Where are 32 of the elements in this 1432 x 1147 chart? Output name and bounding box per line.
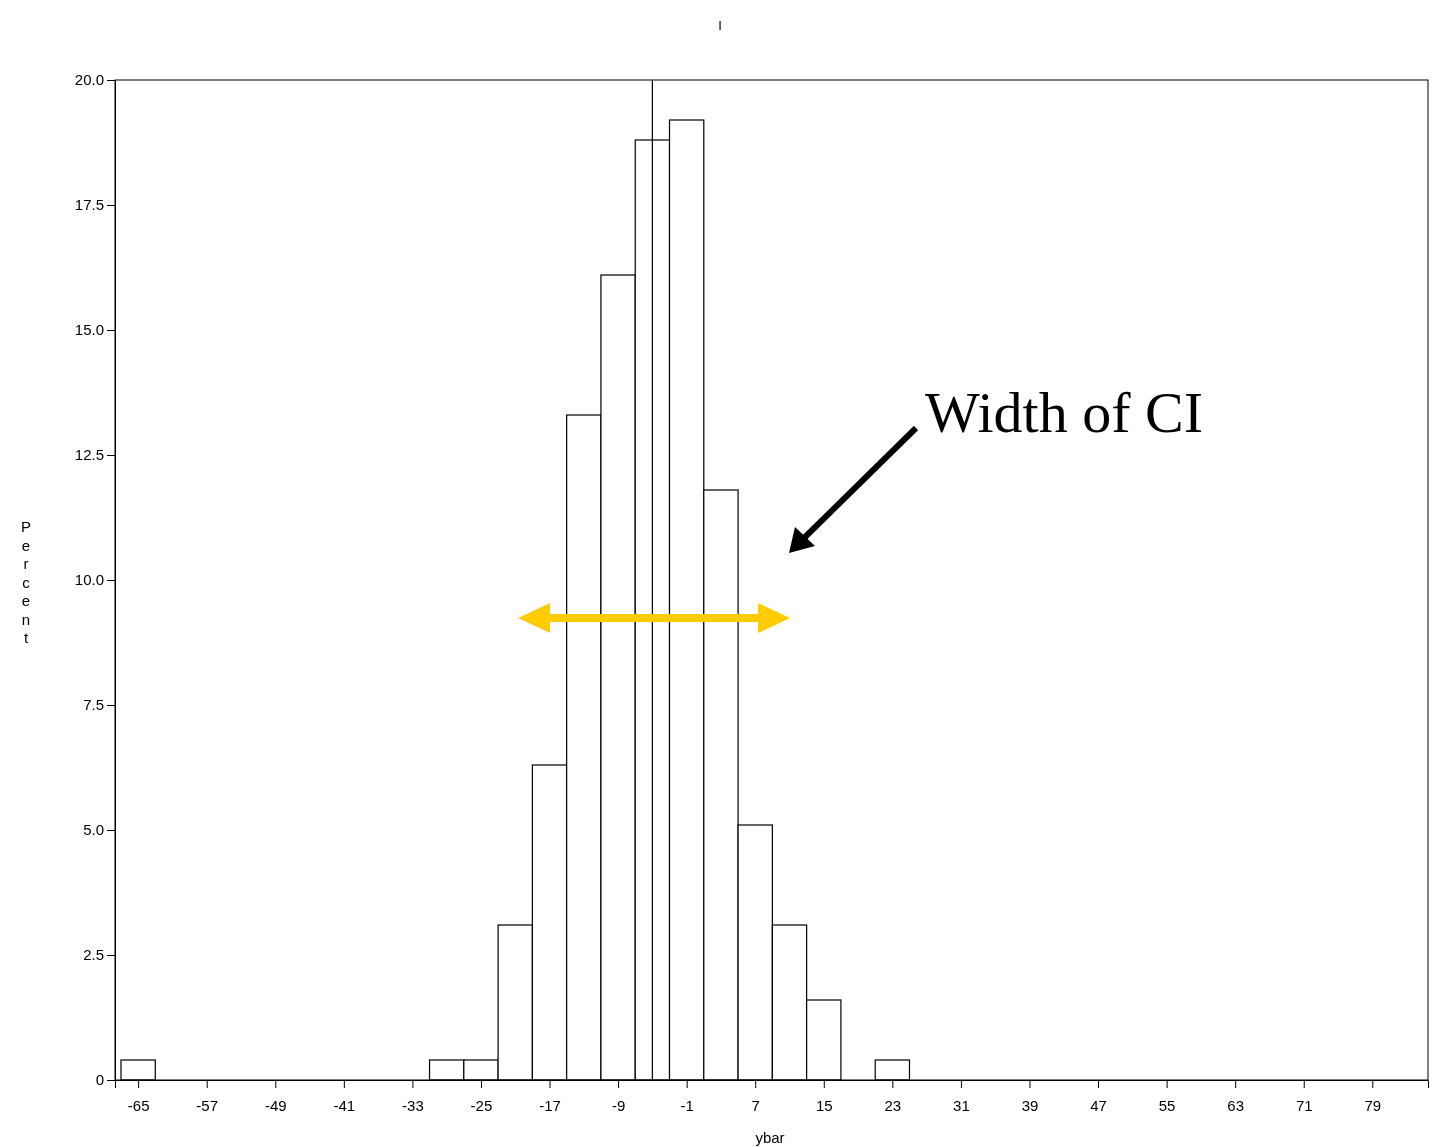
x-tick-label: -49	[264, 1096, 287, 1114]
x-tick-label: 31	[953, 1096, 970, 1114]
x-axis-title: ybar	[755, 1129, 785, 1146]
x-tick-label: -25	[470, 1096, 493, 1114]
x-tick-label: -1	[680, 1096, 694, 1114]
y-tick-label: 5.0	[83, 821, 104, 839]
x-tick-label: 71	[1295, 1096, 1313, 1114]
y-tick-label: 7.5	[83, 696, 104, 714]
y-tick-label: 0	[95, 1071, 104, 1089]
x-tick-label: -17	[539, 1096, 561, 1114]
x-tick-label: 63	[1227, 1096, 1245, 1114]
x-tick-label: 55	[1158, 1096, 1176, 1114]
x-tick-label: 47	[1090, 1096, 1107, 1114]
y-tick-label: 2.5	[83, 946, 104, 964]
chart-title: I	[718, 18, 722, 33]
x-tick-label: 23	[884, 1096, 902, 1114]
x-tick-label: -33	[402, 1096, 424, 1114]
x-tick-label: 15	[815, 1096, 833, 1114]
y-tick-label: 20.0	[74, 71, 104, 89]
y-tick-label: 17.5	[74, 196, 104, 214]
x-tick-label: 39	[1021, 1096, 1039, 1114]
x-tick-label: 79	[1364, 1096, 1382, 1114]
y-axis-title: Percent	[20, 518, 32, 646]
x-tick-label: -57	[196, 1096, 219, 1114]
x-tick-label: -65	[127, 1096, 150, 1114]
x-tick-label: -9	[611, 1096, 626, 1114]
y-tick-label: 15.0	[74, 321, 104, 339]
y-tick-label: 12.5	[74, 446, 104, 464]
x-tick-label: 7	[751, 1096, 760, 1114]
x-tick-label: -41	[333, 1096, 356, 1114]
y-tick-label: 10.0	[74, 571, 104, 589]
annotation: Width of CI	[925, 380, 1203, 445]
